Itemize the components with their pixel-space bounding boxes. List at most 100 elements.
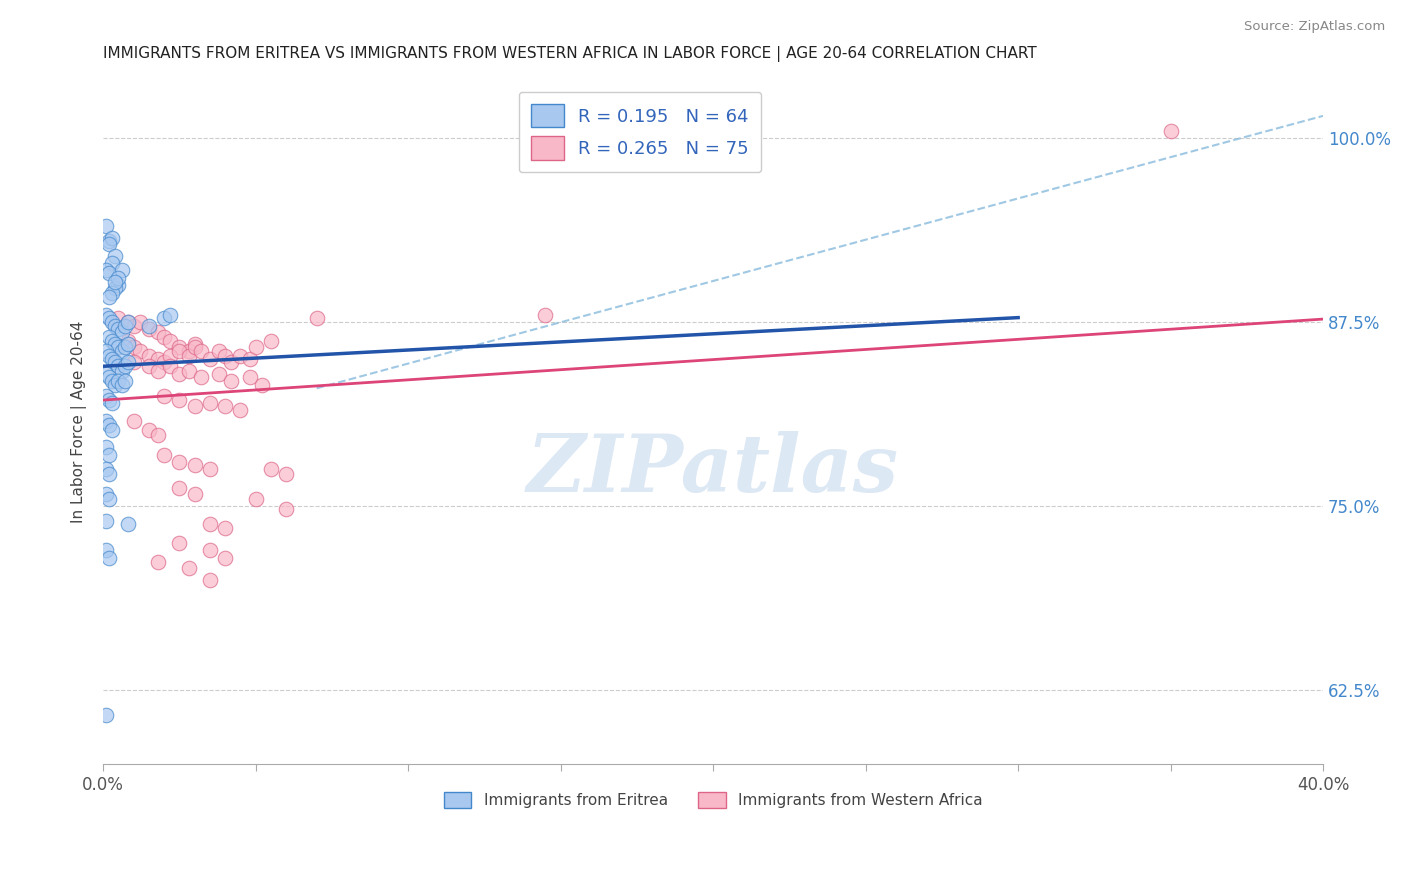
- Point: [208, 344, 231, 359]
- Point: [122, 319, 145, 334]
- Point: [214, 550, 236, 565]
- Point: [198, 462, 221, 476]
- Point: [101, 285, 124, 300]
- Text: ZIPatlas: ZIPatlas: [527, 431, 900, 508]
- Point: [101, 231, 124, 245]
- Point: [169, 455, 191, 469]
- Point: [190, 344, 212, 359]
- Point: [221, 374, 243, 388]
- Point: [96, 543, 118, 558]
- Point: [104, 281, 127, 295]
- Point: [98, 467, 121, 481]
- Point: [138, 349, 160, 363]
- Point: [96, 514, 118, 528]
- Point: [138, 359, 160, 374]
- Point: [153, 389, 176, 403]
- Point: [183, 458, 205, 472]
- Point: [110, 364, 132, 378]
- Point: [101, 351, 124, 366]
- Point: [101, 396, 124, 410]
- Point: [96, 344, 118, 359]
- Point: [159, 349, 181, 363]
- Point: [101, 315, 124, 329]
- Point: [96, 367, 118, 381]
- Point: [98, 267, 121, 281]
- Point: [276, 502, 298, 516]
- Point: [146, 364, 169, 378]
- Point: [245, 340, 267, 354]
- Point: [250, 378, 273, 392]
- Point: [96, 389, 118, 403]
- Point: [146, 326, 169, 340]
- Point: [138, 319, 160, 334]
- Point: [107, 374, 129, 388]
- Point: [114, 359, 136, 374]
- Point: [114, 340, 136, 354]
- Point: [98, 234, 121, 248]
- Point: [138, 322, 160, 336]
- Point: [98, 393, 121, 408]
- Point: [96, 308, 118, 322]
- Point: [98, 369, 121, 384]
- Point: [101, 256, 124, 270]
- Point: [98, 448, 121, 462]
- Point: [183, 337, 205, 351]
- Point: [98, 349, 121, 363]
- Point: [98, 310, 121, 325]
- Point: [96, 487, 118, 501]
- Point: [128, 315, 150, 329]
- Point: [229, 403, 252, 417]
- Point: [214, 399, 236, 413]
- Point: [117, 315, 139, 329]
- Point: [110, 326, 132, 340]
- Point: [98, 290, 121, 304]
- Point: [190, 369, 212, 384]
- Point: [159, 308, 181, 322]
- Point: [198, 573, 221, 587]
- Point: [138, 423, 160, 437]
- Point: [221, 355, 243, 369]
- Point: [146, 351, 169, 366]
- Point: [183, 340, 205, 354]
- Point: [239, 351, 262, 366]
- Point: [169, 340, 191, 354]
- Point: [183, 399, 205, 413]
- Point: [98, 418, 121, 433]
- Legend: Immigrants from Eritrea, Immigrants from Western Africa: Immigrants from Eritrea, Immigrants from…: [437, 786, 988, 814]
- Point: [107, 310, 129, 325]
- Point: [104, 337, 127, 351]
- Point: [276, 467, 298, 481]
- Point: [146, 555, 169, 569]
- Point: [96, 263, 118, 277]
- Point: [305, 310, 328, 325]
- Point: [104, 275, 127, 289]
- Point: [117, 334, 139, 348]
- Point: [107, 322, 129, 336]
- Point: [245, 491, 267, 506]
- Point: [159, 334, 181, 348]
- Point: [107, 340, 129, 354]
- Point: [117, 337, 139, 351]
- Point: [1160, 123, 1182, 137]
- Point: [239, 369, 262, 384]
- Point: [107, 270, 129, 285]
- Point: [198, 351, 221, 366]
- Point: [169, 344, 191, 359]
- Point: [169, 482, 191, 496]
- Point: [214, 521, 236, 535]
- Point: [208, 367, 231, 381]
- Point: [98, 491, 121, 506]
- Point: [534, 308, 557, 322]
- Point: [122, 414, 145, 428]
- Point: [260, 462, 283, 476]
- Point: [107, 278, 129, 293]
- Point: [229, 349, 252, 363]
- Point: [153, 330, 176, 344]
- Point: [153, 355, 176, 369]
- Point: [107, 359, 129, 374]
- Point: [96, 440, 118, 454]
- Point: [110, 378, 132, 392]
- Point: [122, 355, 145, 369]
- Point: [198, 543, 221, 558]
- Point: [110, 263, 132, 277]
